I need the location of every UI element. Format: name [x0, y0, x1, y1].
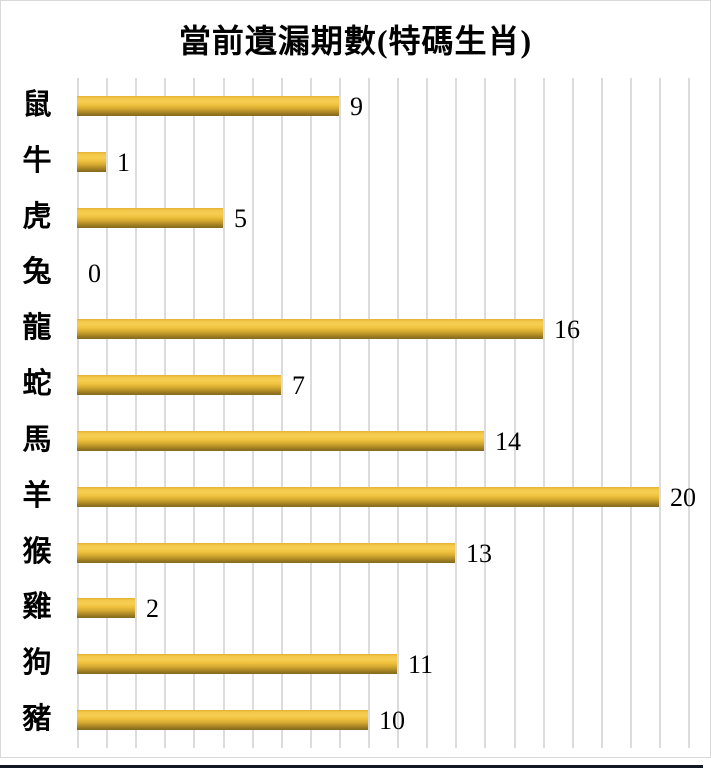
gridline	[77, 78, 79, 748]
value-label: 0	[88, 259, 101, 288]
bar	[77, 598, 135, 618]
chart-title: 當前遺漏期數(特碼生肖)	[178, 23, 533, 59]
value-label: 7	[292, 371, 305, 400]
gridline	[572, 78, 574, 748]
bar	[77, 543, 455, 563]
zodiac-label: 雞	[22, 591, 52, 623]
zodiac-label: 豬	[22, 703, 52, 735]
gridline	[688, 78, 690, 748]
zodiac-label: 馬	[22, 424, 52, 456]
bar	[77, 208, 223, 228]
value-label: 20	[670, 483, 696, 512]
gridline	[252, 78, 254, 748]
zodiac-label: 猴	[22, 536, 52, 568]
gridline	[514, 78, 516, 748]
zodiac-label: 虎	[22, 201, 52, 233]
value-label: 16	[554, 315, 580, 344]
zodiac-label: 鼠	[22, 89, 52, 121]
gridline	[106, 78, 108, 748]
gridline	[193, 78, 195, 748]
gridline	[397, 78, 399, 748]
bar	[77, 152, 106, 172]
gridline	[455, 78, 457, 748]
gridline	[310, 78, 312, 748]
value-label: 10	[379, 706, 405, 735]
zodiac-label: 羊	[22, 480, 52, 512]
value-label: 5	[234, 204, 247, 233]
value-label: 13	[466, 539, 492, 568]
gridline	[281, 78, 283, 748]
bottom-rule	[0, 765, 703, 768]
gridline	[426, 78, 428, 748]
gridline	[135, 78, 137, 748]
gridline	[543, 78, 545, 748]
value-label: 11	[408, 650, 434, 679]
gridline	[484, 78, 486, 748]
gridline	[601, 78, 603, 748]
zodiac-label: 龍	[22, 312, 52, 344]
bar	[77, 375, 281, 395]
plot-area: 鼠 9 牛 1 虎 5 兔 0 龍 16 蛇 7 馬 14 羊 20 猴 13 雞 2 狗 11 豬 10	[0, 78, 711, 748]
gridline	[368, 78, 370, 748]
zodiac-label: 蛇	[22, 368, 52, 400]
gridline	[630, 78, 632, 748]
gridline	[164, 78, 166, 748]
zodiac-label: 狗	[22, 647, 52, 679]
gridline	[659, 78, 661, 748]
bar	[77, 319, 543, 339]
bar	[77, 710, 368, 730]
bar	[77, 487, 659, 507]
zodiac-label: 牛	[22, 145, 52, 177]
gridline	[339, 78, 341, 748]
bar	[77, 96, 339, 116]
gridline	[223, 78, 225, 748]
value-label: 1	[117, 148, 130, 177]
bar	[77, 431, 484, 451]
bar	[77, 654, 397, 674]
value-label: 2	[146, 594, 159, 623]
value-label: 9	[350, 92, 363, 121]
zodiac-label: 兔	[22, 256, 52, 288]
value-label: 14	[495, 427, 521, 456]
